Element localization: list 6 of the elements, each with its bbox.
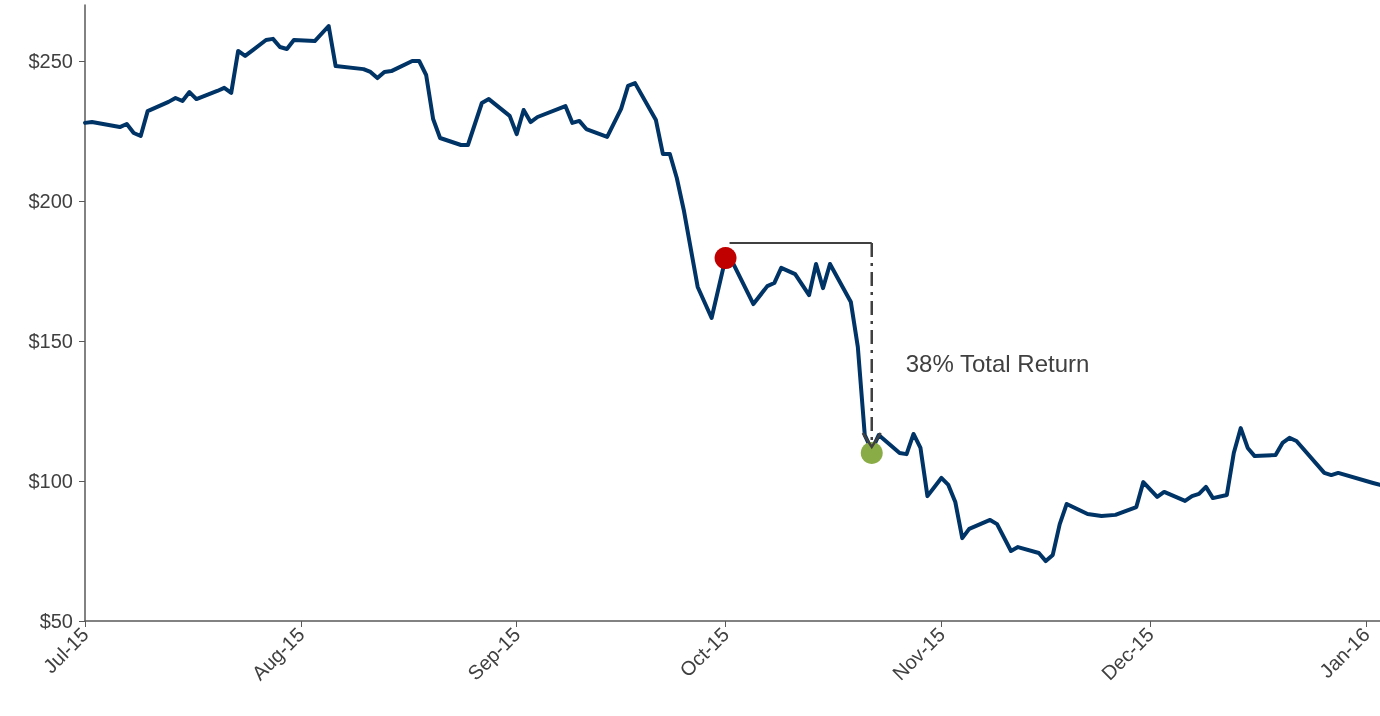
annotation: 38% Total Return (905, 349, 1090, 377)
y-tick-label: $150 (28, 330, 73, 352)
y-tick-label: $250 (28, 50, 73, 72)
y-tick-label: $200 (28, 190, 73, 212)
line-series (83, 24, 1380, 564)
y-tick-label: $100 (28, 470, 73, 492)
